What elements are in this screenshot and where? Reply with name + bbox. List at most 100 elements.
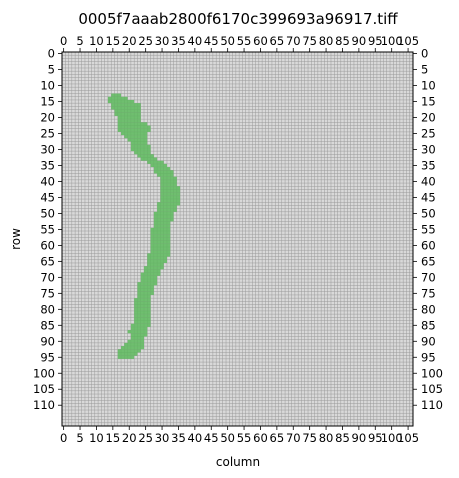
mask-row-segment [150,243,171,247]
y-tick-label-left: 30 [40,142,55,156]
x-tick-label-top: 5 [76,34,83,48]
mask-row-segment [117,115,141,120]
x-tick-label-bottom: 75 [302,431,317,445]
mask-row-segment [150,231,171,235]
mask-row-segment [137,285,154,289]
x-tick-label-top: 75 [302,34,317,48]
y-tick-label-right: 65 [421,254,436,268]
x-tick-label-bottom: 45 [204,431,219,445]
mask-row-segment [111,106,141,110]
x-tick-label-top: 65 [270,34,285,48]
y-tick-label-right: 40 [421,174,436,188]
y-tick-label-right: 20 [421,111,436,125]
mask-row-segment [157,202,181,206]
mask-row-segment [124,342,145,347]
x-tick-label-bottom: 40 [188,431,203,445]
mask-row-segment [160,179,177,184]
mask-row-segment [107,99,135,104]
mask-row-segment [153,167,171,171]
x-tick-label-top: 105 [397,34,419,48]
y-tick-label-right: 30 [421,142,436,156]
x-tick-label-top: 85 [335,34,350,48]
mask-row-segment [117,128,151,132]
y-tick-label-left: 110 [33,398,55,412]
mask-row-segment [111,93,122,97]
segmentation-mask [107,93,181,359]
x-tick-label-bottom: 35 [171,431,186,445]
y-tick-label-right: 25 [421,127,436,141]
x-tick-label-bottom: 80 [319,431,334,445]
y-tick-label-right: 70 [421,270,436,284]
y-tick-label-left: 35 [40,158,55,172]
y-tick-label-left: 70 [40,270,55,284]
y-tick-label-right: 50 [421,206,436,220]
mask-row-segment [130,336,145,340]
mask-row-segment [117,125,151,129]
y-tick-label-right: 35 [421,158,436,172]
x-tick-label-top: 55 [237,34,252,48]
x-tick-label-top: 30 [155,34,170,48]
x-tick-label-bottom: 15 [106,431,121,445]
mask-row-segment [150,237,171,241]
mask-row-segment [150,240,171,244]
mask-row-segment [147,262,164,267]
x-tick-label-top: 10 [89,34,104,48]
mask-row-segment [150,246,171,251]
x-tick-label-top: 90 [352,34,367,48]
mask-row-segment [144,266,164,270]
mask-row-segment [144,269,161,273]
mask-row-segment [147,253,171,257]
x-tick-label-top: 95 [368,34,383,48]
y-tick-label-right: 0 [421,47,428,61]
mask-row-segment [150,234,171,238]
y-tick-label-left: 55 [40,222,55,236]
mask-row-segment [150,163,167,168]
x-tick-label-bottom: 0 [60,431,67,445]
mask-row-segment [140,278,158,283]
x-tick-label-top: 15 [106,34,121,48]
x-tick-label-top: 50 [220,34,235,48]
y-tick-label-left: 75 [40,286,55,300]
mask-row-segment [130,326,148,331]
x-tick-label-bottom: 95 [368,431,383,445]
mask-row-segment [134,301,151,305]
x-tick-label-bottom: 100 [381,431,403,445]
mask-row-segment [140,272,161,276]
mask-row-segment [150,250,171,254]
mask-row-segment [134,307,151,311]
mask-row-segment [134,317,151,321]
x-tick-label-bottom: 90 [352,431,367,445]
y-tick-label-left: 80 [40,302,55,316]
chart-title: 0005f7aaab2800f6170c399693a96917.tiff [78,10,398,28]
mask-row-segment [150,227,171,232]
y-axis-label: row [9,228,23,250]
mask-row-segment [160,192,181,196]
mask-row-segment [137,288,154,292]
mask-row-segment [117,349,141,353]
mask-row-segment [153,211,174,216]
y-tick-label-left: 15 [40,95,55,109]
x-tick-label-top: 70 [286,34,301,48]
mask-row-segment [124,135,148,139]
mask-row-segment [117,122,148,126]
mask-row-segment [147,259,167,263]
mask-row-segment [117,119,141,123]
mask-row-segment [134,320,151,324]
y-tick-label-right: 90 [421,334,436,348]
y-tick-label-left: 10 [40,79,55,93]
mask-row-segment [137,282,158,286]
mask-row-segment [157,173,174,177]
y-tick-label-right: 10 [421,79,436,93]
x-tick-label-top: 35 [171,34,186,48]
mask-row-segment [134,298,151,302]
mask-row-segment [127,330,148,334]
mask-row-segment [134,314,151,318]
y-tick-label-right: 15 [421,95,436,109]
mask-row-segment [114,109,141,113]
x-tick-label-top: 0 [60,34,67,48]
x-axis-top: 0 5 10 15 20 25 30 35 40 45 50 55 60 65 70 75 80 85 90 9510… [60,34,419,52]
mask-row-segment [160,195,181,200]
y-tick-label-right: 45 [421,190,436,204]
